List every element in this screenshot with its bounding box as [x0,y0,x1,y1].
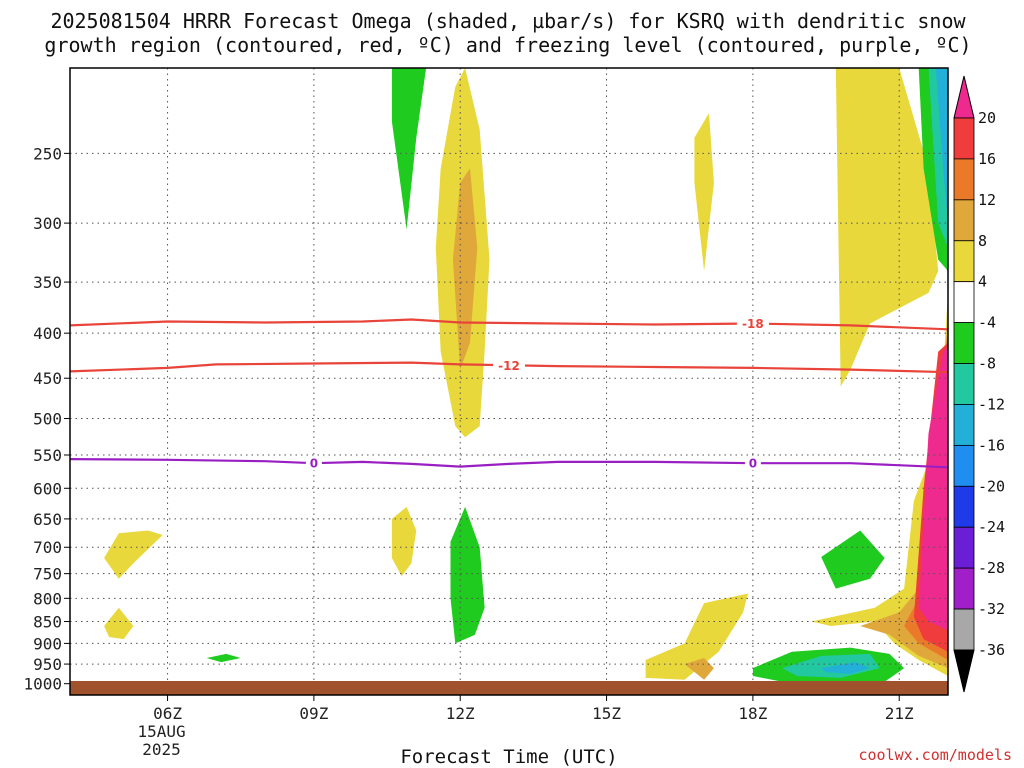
omega-region-6 [821,662,870,674]
contour-label--18: -18 [742,317,764,331]
colorbar-label: -16 [978,436,1005,454]
y-tick-label-950: 950 [33,655,62,674]
chart-title-line-1: 2025081504 HRRR Forecast Omega (shaded, … [50,9,966,33]
colorbar-band [953,322,975,364]
contours: -18 -12 0 0 [69,316,949,471]
x-tick-label-18Z: 18Z [738,704,767,723]
colorbar-band [953,240,975,283]
colorbar-label: 4 [978,273,987,291]
x-tick-label-21Z: 21Z [885,704,914,723]
omega-region-13 [645,593,748,680]
colorbar-bottom-arrow [953,649,975,693]
y-tick-label-400: 400 [33,324,62,343]
colorbar-label: -12 [978,395,1005,413]
colorbar-label: 16 [978,150,996,168]
colorbar-label: -28 [978,559,1005,577]
omega-region-14 [684,658,714,680]
omega-region-0 [391,68,427,230]
pressure-axis: 250 300 350 400 450 500 550 600 650 700 750 800 850 9… [23,144,70,694]
colorbar-label: -36 [978,641,1005,659]
y-tick-label-750: 750 [33,565,62,584]
x-tick-label-09Z: 09Z [299,704,328,723]
y-tick-label-900: 900 [33,634,62,653]
plot-background [70,68,948,695]
contour-label-0: 0 [310,457,318,471]
colorbar-top-arrow [953,75,975,119]
colorbar-label: 12 [978,191,996,209]
contour-label-bg [305,456,322,471]
contour-label--12: -12 [498,359,520,373]
colorbar-label: 8 [978,232,987,250]
colorbar-label: -32 [978,600,1005,618]
contour-temperature--12 [69,361,949,374]
ground-surface [70,681,948,695]
omega-region-10 [104,530,163,579]
colorbar-band [953,404,975,446]
y-tick-label-600: 600 [33,479,62,498]
colorbar-label: -20 [978,477,1005,495]
contour-label-bg [744,456,761,471]
contour-label-bg [736,316,769,331]
x-tick-year: 2025 [142,740,181,759]
colorbar-band [953,444,975,487]
chart-title-line-2: growth region (contoured, red, ºC) and f… [44,33,971,57]
colorbar-label: 20 [978,109,996,127]
colorbar-band [953,117,975,160]
omega-region-23 [935,68,948,224]
colorbar-label: -8 [978,355,996,373]
y-tick-label-450: 450 [33,369,62,388]
omega-region-11 [104,607,134,640]
colorbar-band [953,608,975,651]
contour-temperature--18 [69,318,949,331]
colorbar-label: -4 [978,314,996,332]
y-tick-label-250: 250 [33,144,62,163]
contour-label-0: 0 [749,457,757,471]
y-tick-label-650: 650 [33,510,62,529]
x-tick-label-15Z: 15Z [592,704,621,723]
y-tick-label-550: 550 [33,446,62,465]
x-tick-label-06Z: 06Z [153,704,182,723]
colorbar-band [953,281,975,324]
credit-link[interactable]: coolwx.com/models [858,746,1012,764]
y-tick-label-500: 500 [33,410,62,429]
y-tick-label-1000: 1000 [23,675,62,694]
omega-region-16 [811,292,948,676]
omega-region-15 [835,68,939,387]
x-axis-title: Forecast Time (UTC) [400,746,617,768]
plot-frame [69,67,949,696]
y-tick-label-700: 700 [33,538,62,557]
colorbar-band [953,526,975,569]
x-tick-label-12Z: 12Z [446,704,475,723]
colorbar: 20 16 12 8 4 -4 -8 -12 -16 -20 -24 -28 -32 -36 [953,75,1005,693]
contour-label-bg [493,358,525,373]
omega-region-2 [206,653,241,663]
colorbar-label: -24 [978,518,1005,536]
omega-shading [104,68,948,684]
colorbar-band [953,567,975,610]
omega-region-1 [450,506,485,644]
grid-lines [70,68,948,695]
y-tick-label-850: 850 [33,613,62,632]
omega-region-20 [918,347,948,631]
omega-region-9 [391,506,417,577]
colorbar-band [953,158,975,201]
x-tick-date: 15AUG [137,722,185,741]
y-tick-label-350: 350 [33,273,62,292]
colorbar-band [953,363,975,405]
colorbar-band [953,485,975,528]
y-tick-label-800: 800 [33,589,62,608]
plot-area: -18 -12 0 0 [69,67,949,696]
omega-region-12 [694,113,714,271]
colorbar-band [953,199,975,242]
y-tick-label-300: 300 [33,214,62,233]
omega-region-8 [452,168,478,370]
